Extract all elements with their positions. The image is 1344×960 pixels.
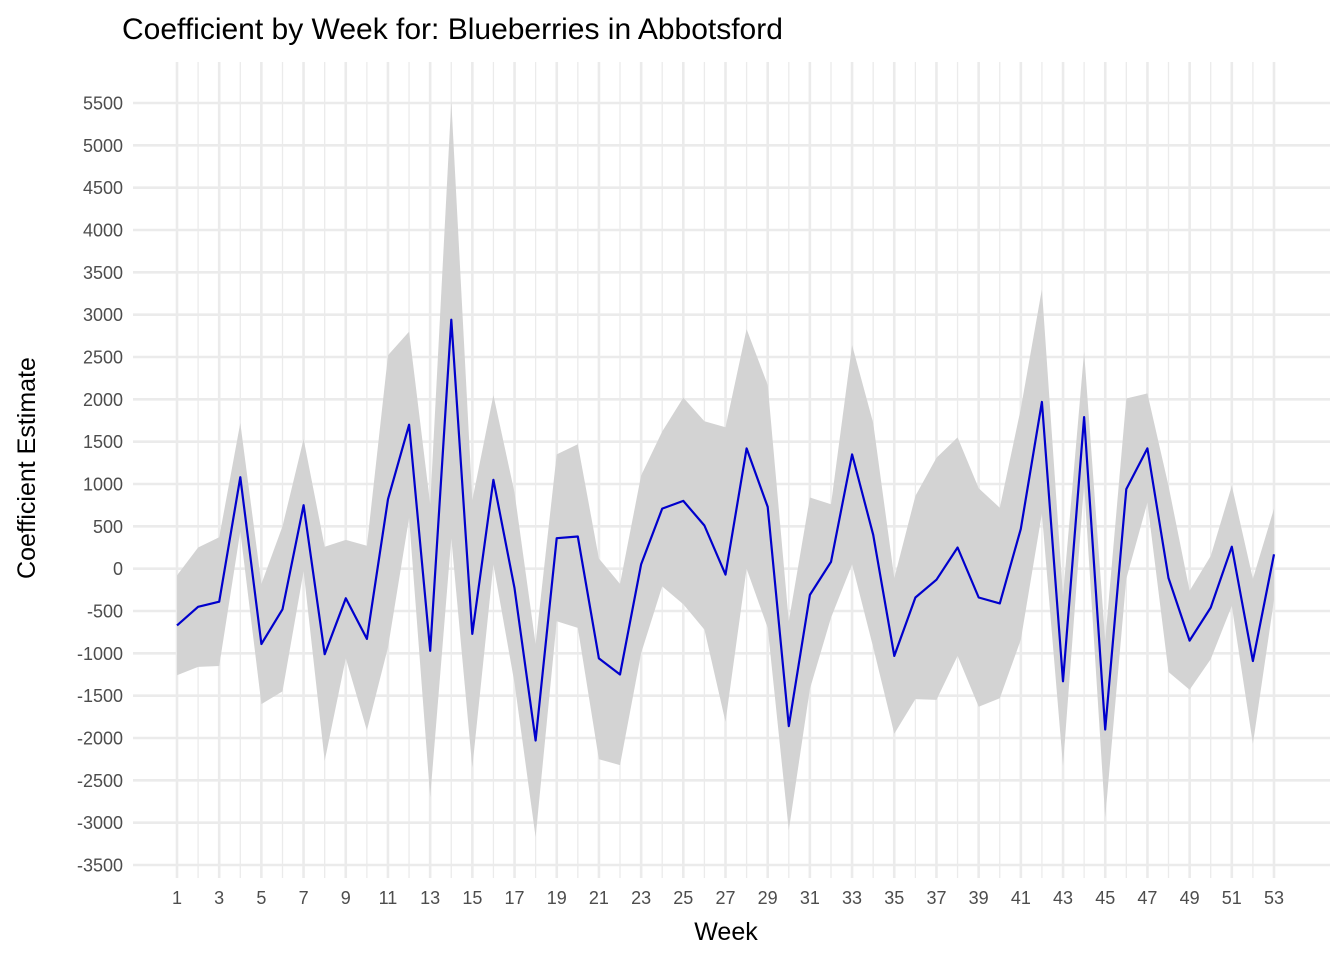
x-tick-label: 31	[800, 888, 820, 908]
y-tick-label: 0	[113, 559, 123, 579]
confidence-band-layer	[177, 101, 1274, 838]
x-tick-label: 33	[842, 888, 862, 908]
y-tick-label: 500	[93, 517, 123, 537]
x-tick-label: 5	[256, 888, 266, 908]
x-tick-label: 53	[1264, 888, 1284, 908]
x-tick-label: 13	[420, 888, 440, 908]
y-tick-label: 4500	[83, 178, 123, 198]
x-axis-ticks: 1 3 5 7 9 11 13 15 17 19 21 23 25 27 29 31 33 35 37 39 41 43 4…	[172, 888, 1284, 908]
x-tick-label: 27	[715, 888, 735, 908]
x-tick-label: 29	[758, 888, 778, 908]
y-tick-label: 2500	[83, 348, 123, 368]
y-axis-ticks: -3500 -3000 -2500 -2000 -1500 -1000 -500 0 500 10…	[77, 94, 123, 876]
x-tick-label: 35	[884, 888, 904, 908]
estimate-line	[176, 318, 1276, 742]
x-tick-label: 41	[1011, 888, 1031, 908]
x-tick-label: 23	[631, 888, 651, 908]
x-tick-label: 3	[214, 888, 224, 908]
x-tick-label: 37	[926, 888, 946, 908]
y-tick-label: 3500	[83, 263, 123, 283]
y-tick-label: 5000	[83, 136, 123, 156]
confidence-band	[177, 101, 1274, 838]
x-tick-label: 43	[1053, 888, 1073, 908]
y-tick-label: -1000	[77, 644, 123, 664]
x-tick-label: 39	[969, 888, 989, 908]
x-tick-label: 21	[589, 888, 609, 908]
y-tick-label: -3500	[77, 856, 123, 876]
x-tick-label: 15	[462, 888, 482, 908]
y-tick-label: -2000	[77, 729, 123, 749]
y-tick-label: -1500	[77, 686, 123, 706]
estimate-line-layer	[176, 318, 1276, 742]
x-tick-label: 19	[547, 888, 567, 908]
x-tick-label: 51	[1222, 888, 1242, 908]
x-tick-label: 17	[505, 888, 525, 908]
y-tick-label: 4000	[83, 221, 123, 241]
y-tick-label: 3000	[83, 305, 123, 325]
y-tick-label: 1500	[83, 432, 123, 452]
y-tick-label: 2000	[83, 390, 123, 410]
x-tick-label: 1	[172, 888, 182, 908]
x-tick-label: 9	[341, 888, 351, 908]
y-tick-label: 5500	[83, 94, 123, 114]
x-axis-title: Week	[694, 918, 758, 946]
y-axis-title: Coefficient Estimate	[13, 357, 41, 579]
x-tick-label: 7	[299, 888, 309, 908]
x-tick-label: 11	[379, 888, 398, 908]
y-tick-label: -500	[87, 602, 123, 622]
chart-title: Coefficient by Week for: Blueberries in …	[122, 13, 783, 46]
y-tick-label: 1000	[83, 475, 123, 495]
x-tick-label: 45	[1095, 888, 1115, 908]
x-tick-label: 49	[1180, 888, 1200, 908]
y-tick-label: -3000	[77, 813, 123, 833]
x-tick-label: 25	[673, 888, 693, 908]
x-tick-label: 47	[1137, 888, 1157, 908]
y-tick-label: -2500	[77, 771, 123, 791]
